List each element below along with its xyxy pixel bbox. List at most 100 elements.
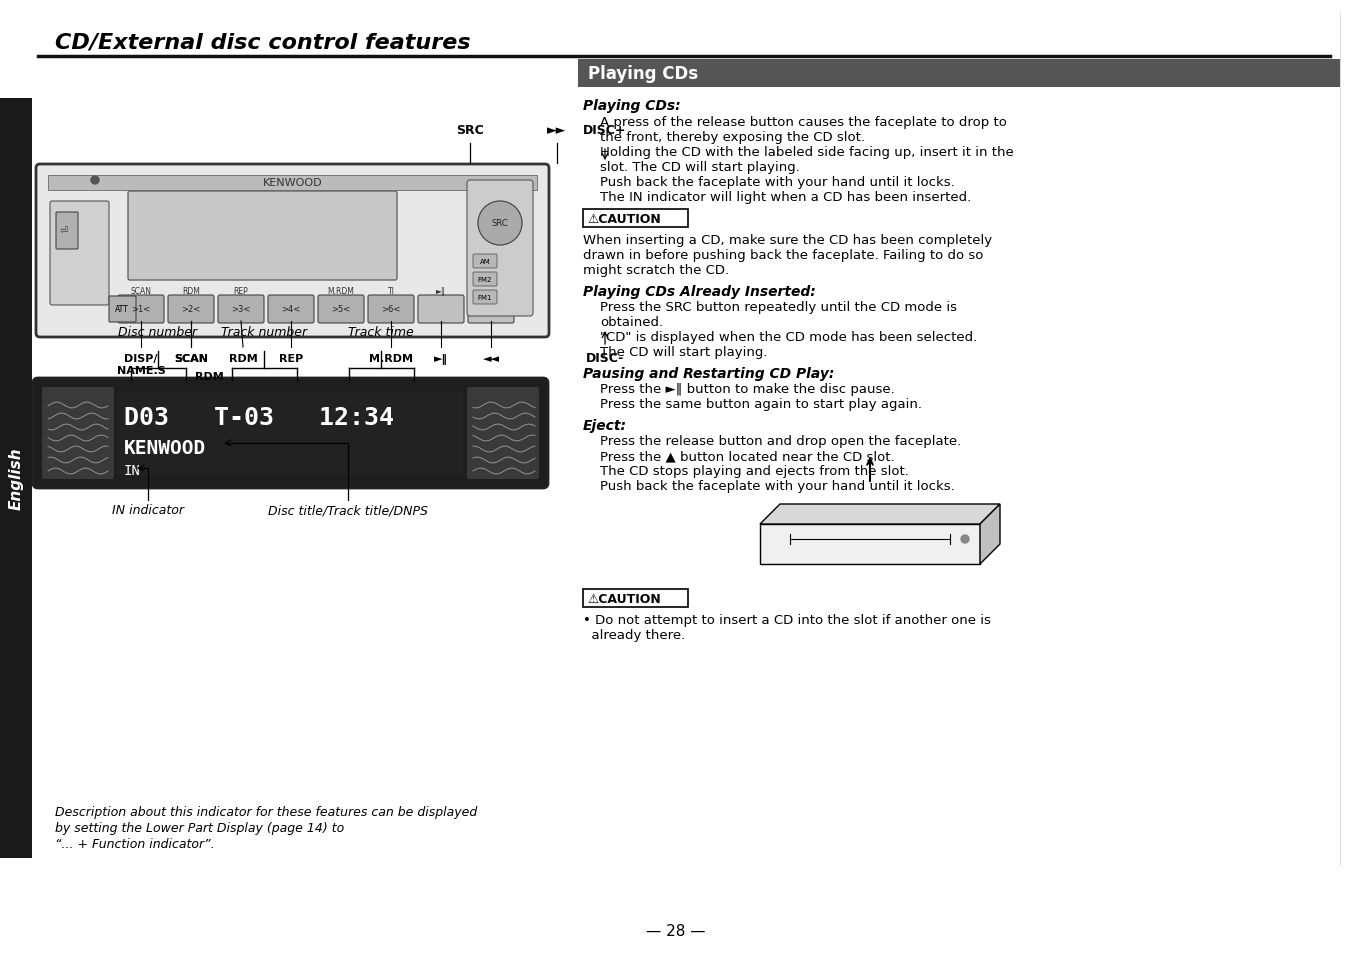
Text: KENWOOD: KENWOOD xyxy=(124,438,207,457)
Text: DISC+: DISC+ xyxy=(583,124,627,137)
Text: obtained.: obtained. xyxy=(600,315,662,329)
FancyBboxPatch shape xyxy=(118,295,164,324)
Text: ⏎: ⏎ xyxy=(59,227,68,236)
Text: ⚠CAUTION: ⚠CAUTION xyxy=(587,592,661,605)
Text: >5<: >5< xyxy=(331,305,350,314)
Bar xyxy=(49,175,537,191)
Text: AM: AM xyxy=(480,258,491,265)
Text: DISC-: DISC- xyxy=(585,352,625,365)
Circle shape xyxy=(479,202,522,246)
Text: M.RDM: M.RDM xyxy=(369,354,412,364)
Text: The CD stops playing and ejects from the slot.: The CD stops playing and ejects from the… xyxy=(600,464,909,477)
Text: FM1: FM1 xyxy=(477,294,492,301)
Text: SCAN: SCAN xyxy=(174,354,208,364)
Text: Push back the faceplate with your hand until it locks.: Push back the faceplate with your hand u… xyxy=(600,479,955,493)
Text: IN: IN xyxy=(124,463,141,477)
Text: >2<: >2< xyxy=(181,305,200,314)
Text: ⚠CAUTION: ⚠CAUTION xyxy=(587,213,661,225)
Text: KENWOOD: KENWOOD xyxy=(262,178,322,188)
FancyBboxPatch shape xyxy=(473,254,498,269)
Text: M.RDM: M.RDM xyxy=(327,287,354,296)
FancyBboxPatch shape xyxy=(55,213,78,250)
Text: English: English xyxy=(8,447,23,510)
FancyBboxPatch shape xyxy=(268,295,314,324)
FancyBboxPatch shape xyxy=(466,388,539,479)
Text: Press the ▲ button located near the CD slot.: Press the ▲ button located near the CD s… xyxy=(600,450,895,462)
Text: >1<: >1< xyxy=(131,305,150,314)
Text: DISP/
NAME.S: DISP/ NAME.S xyxy=(116,354,165,375)
FancyBboxPatch shape xyxy=(468,295,514,324)
Text: REP: REP xyxy=(234,287,249,296)
Text: SRC: SRC xyxy=(492,219,508,229)
Text: Playing CDs Already Inserted:: Playing CDs Already Inserted: xyxy=(583,285,815,298)
FancyBboxPatch shape xyxy=(116,392,462,476)
Text: ►►: ►► xyxy=(548,124,566,137)
Polygon shape xyxy=(760,504,1000,524)
Text: "CD" is displayed when the CD mode has been selected.: "CD" is displayed when the CD mode has b… xyxy=(600,331,977,344)
Text: the front, thereby exposing the CD slot.: the front, thereby exposing the CD slot. xyxy=(600,131,865,144)
FancyBboxPatch shape xyxy=(168,295,214,324)
Text: SCAN: SCAN xyxy=(131,287,151,296)
Bar xyxy=(579,60,1340,88)
Text: SRC: SRC xyxy=(456,124,484,137)
Text: ►‖: ►‖ xyxy=(437,287,446,296)
Text: Track number: Track number xyxy=(220,326,307,338)
Text: When inserting a CD, make sure the CD has been completely: When inserting a CD, make sure the CD ha… xyxy=(583,233,992,247)
Text: — 28 —: — 28 — xyxy=(646,923,706,939)
Text: A press of the release button causes the faceplate to drop to: A press of the release button causes the… xyxy=(600,116,1007,129)
FancyBboxPatch shape xyxy=(473,291,498,305)
Text: >3<: >3< xyxy=(231,305,250,314)
Polygon shape xyxy=(980,504,1000,564)
Text: RDM: RDM xyxy=(228,354,257,364)
Text: ►‖: ►‖ xyxy=(434,354,448,365)
Text: Playing CDs: Playing CDs xyxy=(588,65,698,83)
Text: The IN indicator will light when a CD has been inserted.: The IN indicator will light when a CD ha… xyxy=(600,191,971,204)
Text: “... + Function indicator”.: “... + Function indicator”. xyxy=(55,837,215,850)
Text: Playing CDs:: Playing CDs: xyxy=(583,99,680,112)
FancyBboxPatch shape xyxy=(37,165,549,337)
Text: Holding the CD with the labeled side facing up, insert it in the: Holding the CD with the labeled side fac… xyxy=(600,146,1014,159)
Circle shape xyxy=(91,177,99,185)
Circle shape xyxy=(961,536,969,543)
Text: Description about this indicator for these features can be displayed: Description about this indicator for the… xyxy=(55,805,477,818)
Polygon shape xyxy=(760,524,980,564)
FancyBboxPatch shape xyxy=(32,378,548,489)
Text: drawn in before pushing back the faceplate. Failing to do so: drawn in before pushing back the facepla… xyxy=(583,249,983,262)
FancyBboxPatch shape xyxy=(128,192,397,281)
Text: by setting the Lower Part Display (page 14) to: by setting the Lower Part Display (page … xyxy=(55,821,345,834)
FancyBboxPatch shape xyxy=(110,296,137,323)
Text: RDM: RDM xyxy=(195,372,223,381)
Text: Disc title/Track title/DNPS: Disc title/Track title/DNPS xyxy=(268,503,429,517)
FancyBboxPatch shape xyxy=(42,388,114,479)
Text: RDM: RDM xyxy=(183,287,200,296)
Text: might scratch the CD.: might scratch the CD. xyxy=(583,264,729,276)
Text: The CD will start playing.: The CD will start playing. xyxy=(600,346,768,358)
Bar xyxy=(0,99,32,858)
Text: SCAN: SCAN xyxy=(174,354,208,364)
Text: Track time: Track time xyxy=(347,326,414,338)
Bar xyxy=(583,589,688,607)
FancyBboxPatch shape xyxy=(473,273,498,287)
Text: ATT: ATT xyxy=(115,305,128,314)
Text: Push back the faceplate with your hand until it locks.: Push back the faceplate with your hand u… xyxy=(600,175,955,189)
Text: TI: TI xyxy=(388,287,395,296)
Text: D03   T-03   12:34: D03 T-03 12:34 xyxy=(124,406,393,430)
FancyBboxPatch shape xyxy=(218,295,264,324)
Text: REP: REP xyxy=(279,354,303,364)
FancyBboxPatch shape xyxy=(418,295,464,324)
Text: CD/External disc control features: CD/External disc control features xyxy=(55,32,470,52)
Text: >4<: >4< xyxy=(281,305,300,314)
Bar xyxy=(583,210,688,228)
Text: Press the SRC button repeatedly until the CD mode is: Press the SRC button repeatedly until th… xyxy=(600,301,957,314)
Text: FM2: FM2 xyxy=(477,276,492,283)
Text: Eject:: Eject: xyxy=(583,418,627,433)
FancyBboxPatch shape xyxy=(368,295,414,324)
Text: Press the ►‖ button to make the disc pause.: Press the ►‖ button to make the disc pau… xyxy=(600,382,895,395)
FancyBboxPatch shape xyxy=(318,295,364,324)
FancyBboxPatch shape xyxy=(50,202,110,306)
Text: ◄◄: ◄◄ xyxy=(483,354,499,364)
Text: • Do not attempt to insert a CD into the slot if another one is: • Do not attempt to insert a CD into the… xyxy=(583,614,991,626)
Text: Press the same button again to start play again.: Press the same button again to start pla… xyxy=(600,397,922,411)
Text: >6<: >6< xyxy=(381,305,400,314)
Text: already there.: already there. xyxy=(583,628,685,641)
